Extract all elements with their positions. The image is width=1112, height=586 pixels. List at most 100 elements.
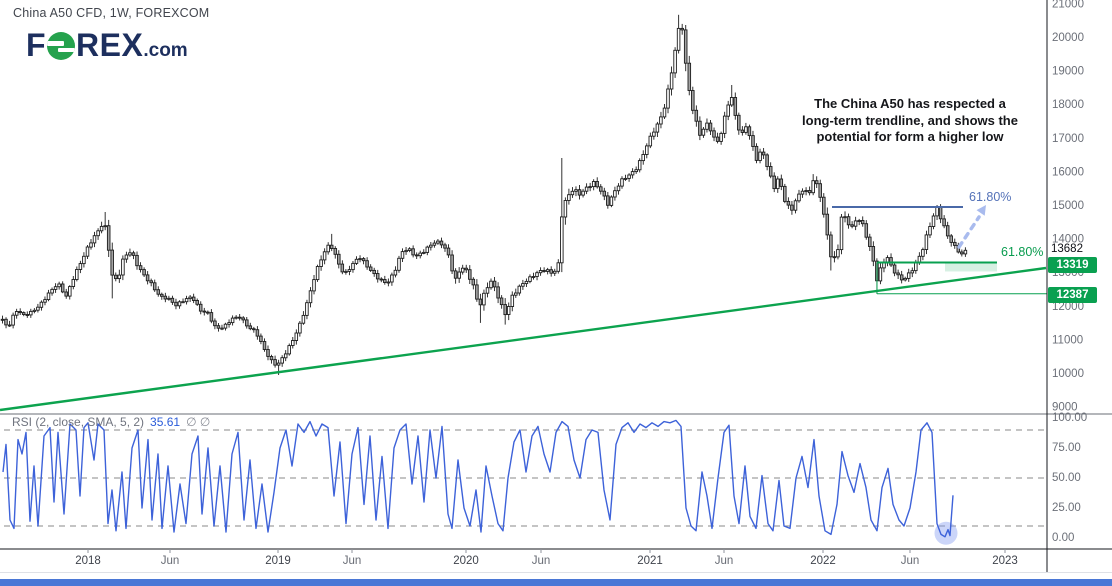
candle-body	[138, 265, 143, 271]
candle-body	[914, 262, 918, 272]
fib-green-61-80-label[interactable]: 61.80%	[1001, 245, 1044, 259]
candle-body	[114, 274, 118, 280]
candle-body	[379, 278, 384, 281]
candle-body	[942, 218, 946, 227]
candle-body	[786, 200, 791, 206]
candle-body	[538, 270, 543, 274]
candle-body	[365, 260, 369, 268]
candle-body	[906, 272, 911, 279]
candle-body	[322, 251, 327, 261]
candle-body	[931, 215, 936, 227]
candle-body	[255, 329, 260, 337]
candle-body	[276, 362, 281, 366]
candle-body	[223, 323, 228, 329]
candle-body	[846, 216, 851, 226]
time-tick-label: Jun	[161, 555, 180, 567]
candle-body	[637, 160, 642, 171]
price-tick-label: 10000	[1052, 368, 1084, 380]
candle-body	[499, 297, 504, 306]
candle-body	[595, 181, 599, 188]
price-axis: 21000 20000 19000 18000 17000 16000 15000 14000…	[1052, 0, 1084, 414]
candle-body	[953, 241, 957, 246]
price-tick-label: 16000	[1052, 166, 1084, 178]
fib-blue-61-80-label[interactable]: 61.80%	[969, 190, 1012, 204]
candle-body	[443, 244, 447, 249]
candle-body	[680, 27, 684, 31]
candle-body	[567, 194, 571, 201]
candle-body	[347, 269, 352, 272]
time-tick-label: 2021	[637, 555, 663, 567]
candle-body	[340, 263, 345, 273]
candle-body	[453, 270, 458, 279]
candle-body	[142, 269, 146, 276]
candle-body	[836, 249, 840, 258]
candle-body	[128, 252, 132, 256]
candle-body	[404, 249, 408, 253]
candle-body	[818, 183, 822, 198]
candle-body	[850, 224, 854, 227]
candle-body	[414, 254, 419, 257]
candle-body	[485, 287, 490, 294]
candle-body	[160, 293, 164, 297]
candle-body	[216, 325, 221, 329]
rsi-legend[interactable]: RSI (2, close, SMA, 5, 2) 35.61 ∅ ∅	[12, 415, 210, 429]
candle-body	[149, 280, 153, 284]
logo-letters-rex: REX	[76, 27, 144, 63]
candle-body	[602, 190, 607, 197]
candle-body	[733, 97, 738, 116]
candle-body	[669, 72, 674, 90]
time-tick-label: Jun	[901, 555, 920, 567]
candle-body	[811, 180, 815, 194]
candle-body	[814, 180, 819, 185]
candle-body	[694, 109, 699, 122]
time-tick-label: 2022	[810, 555, 836, 567]
candle-body	[545, 269, 550, 272]
candle-body	[783, 185, 787, 202]
candle-body	[152, 282, 157, 291]
candle-body	[754, 145, 759, 161]
candle-body	[758, 151, 762, 161]
candle-body	[198, 303, 203, 312]
forex-logo: F REX.com	[26, 27, 188, 64]
candle-body	[103, 225, 107, 228]
candle-body	[170, 297, 175, 303]
candle-body	[510, 294, 515, 307]
candle-body	[722, 115, 727, 134]
trend-arrow-head	[976, 205, 986, 216]
candle-body	[747, 126, 752, 137]
candle-body	[630, 171, 635, 176]
candle-body	[230, 317, 235, 324]
time-tick-label: 2020	[453, 555, 479, 567]
candle-body	[29, 310, 33, 316]
candle-body	[832, 256, 837, 259]
candle-body	[117, 274, 122, 280]
price-level-badge-13319: 13319	[1048, 257, 1097, 273]
candle-body	[765, 154, 769, 167]
candle-body	[163, 295, 168, 300]
candle-body	[468, 269, 472, 280]
annotation-text[interactable]: The China A50 has respected a long-term …	[802, 96, 1018, 145]
candle-body	[344, 270, 348, 273]
candle-body	[772, 175, 776, 190]
candle-body	[928, 226, 932, 236]
candle-body	[46, 292, 51, 301]
candle-body	[368, 266, 373, 271]
candle-body	[822, 196, 826, 215]
candle-body	[825, 213, 830, 236]
candle-body	[220, 327, 224, 330]
candle-body	[584, 186, 589, 192]
candle-body	[829, 234, 833, 258]
candle-body	[25, 314, 30, 316]
candle-body	[496, 286, 500, 299]
candle-body	[666, 88, 670, 109]
bottom-bar	[0, 579, 1112, 586]
candle-body	[43, 299, 47, 303]
last-price-label: 13682	[1051, 243, 1083, 255]
candle-body	[683, 29, 688, 64]
price-tick-label: 15000	[1052, 200, 1084, 212]
candle-body	[174, 301, 178, 307]
candle-body	[797, 193, 801, 202]
candle-body	[698, 120, 702, 136]
